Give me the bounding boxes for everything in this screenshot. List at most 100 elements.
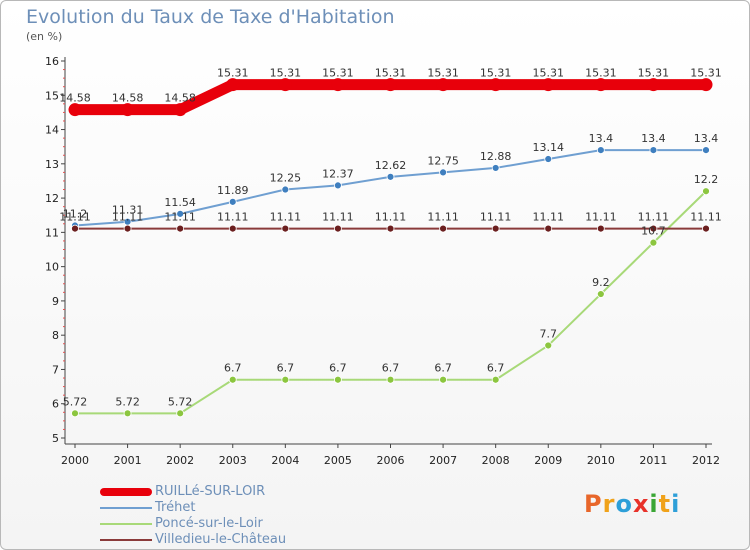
x-tick-label: 2008 — [482, 454, 510, 467]
series-0-point — [594, 78, 608, 92]
y-tick-label: 16 — [45, 55, 59, 68]
x-tick-label: 2012 — [692, 454, 720, 467]
series-2-point — [176, 409, 185, 418]
series-1-point — [702, 146, 710, 155]
series-2-point — [386, 375, 395, 384]
series-2-point — [439, 375, 447, 384]
series-2-data-label: 6.7 — [329, 362, 347, 375]
x-tick-label: 2011 — [639, 454, 667, 467]
series-1-point — [386, 172, 395, 181]
series-1-point — [649, 146, 658, 155]
x-tick-label: 2001 — [114, 454, 142, 467]
series-0-point — [278, 78, 292, 92]
series-1-data-label: 13.14 — [533, 141, 565, 154]
series-3-point — [71, 224, 79, 233]
series-2-data-label: 7.7 — [540, 327, 558, 340]
series-0-data-label: 15.31 — [690, 67, 722, 80]
series-2-point — [71, 409, 79, 418]
series-3-point — [334, 224, 342, 233]
series-3-data-label: 11.11 — [690, 211, 722, 224]
series-3-point — [544, 224, 553, 233]
series-3-data-label: 11.11 — [638, 211, 670, 224]
series-2-data-label: 6.7 — [487, 362, 505, 375]
series-2-data-label: 5.72 — [115, 395, 140, 408]
series-3-point — [596, 224, 605, 233]
series-1-data-label: 12.88 — [480, 150, 512, 163]
series-3-data-label: 11.11 — [322, 211, 354, 224]
series-1-data-label: 11.89 — [217, 184, 249, 197]
series-2-point — [228, 375, 237, 384]
series-0-data-label: 15.31 — [585, 67, 617, 80]
series-1-data-label: 13.4 — [694, 132, 719, 145]
series-2-data-label: 9.2 — [592, 276, 610, 289]
x-tick-label: 2004 — [271, 454, 299, 467]
series-1-point — [281, 185, 290, 194]
series-0-data-label: 15.31 — [638, 67, 670, 80]
series-0-point — [226, 78, 240, 92]
series-2-point — [544, 341, 553, 350]
logo-letter: x — [632, 490, 650, 518]
series-3-point — [228, 224, 237, 233]
x-tick-label: 2007 — [429, 454, 457, 467]
series-3-data-label: 11.11 — [375, 211, 407, 224]
series-1-data-label: 12.62 — [375, 159, 407, 172]
series-1-point — [544, 155, 553, 163]
series-1-data-label: 11.2 — [63, 208, 88, 221]
series-2-data-label: 12.2 — [694, 173, 719, 186]
x-tick-label: 2002 — [166, 454, 194, 467]
x-tick-label: 2005 — [324, 454, 352, 467]
series-3-data-label: 11.11 — [164, 211, 196, 224]
logo-letter: r — [602, 490, 616, 518]
series-1-data-label: 13.4 — [641, 132, 666, 145]
series-1-data-label: 12.37 — [322, 167, 354, 180]
logo-letter: i — [649, 490, 659, 518]
y-tick-label: 9 — [52, 295, 59, 308]
x-tick-label: 2006 — [377, 454, 405, 467]
logo-letter: i — [671, 490, 681, 518]
series-0-data-label: 14.58 — [164, 92, 196, 105]
series-0-data-label: 15.31 — [480, 67, 512, 80]
series-2-point — [702, 187, 710, 196]
series-0-point — [121, 103, 135, 117]
series-3-data-label: 11.11 — [585, 211, 617, 224]
y-tick-label: 6 — [52, 398, 59, 411]
series-2-data-label: 6.7 — [434, 362, 452, 375]
series-3-data-label: 11.11 — [427, 211, 459, 224]
chart-title: Evolution du Taux de Taxe d'Habitation — [26, 6, 395, 28]
y-tick-label: 15 — [45, 89, 59, 102]
legend-swatch — [100, 507, 152, 509]
series-2-point — [123, 409, 132, 418]
series-3-data-label: 11.11 — [533, 211, 565, 224]
y-tick-label: 11 — [45, 226, 59, 239]
series-1-data-label: 11.31 — [112, 204, 144, 217]
series-0-data-label: 15.31 — [427, 67, 459, 80]
logo-letter: t — [658, 490, 672, 518]
series-2-data-label: 6.7 — [277, 362, 295, 375]
series-3-point — [176, 224, 185, 233]
series-3-point — [649, 224, 658, 233]
legend-swatch — [100, 523, 152, 525]
legend-swatch — [100, 488, 152, 496]
series-0-point — [436, 78, 450, 92]
series-1-point — [228, 197, 237, 206]
series-2-data-label: 10.7 — [641, 225, 666, 238]
series-2-data-label: 5.72 — [63, 395, 88, 408]
series-0-data-label: 14.58 — [112, 92, 144, 105]
series-3-point — [702, 224, 710, 233]
series-2-point — [596, 290, 605, 298]
y-tick-label: 14 — [45, 124, 59, 137]
series-1-data-label: 12.75 — [427, 154, 459, 167]
series-0-data-label: 15.31 — [217, 67, 249, 80]
y-tick-label: 5 — [52, 432, 59, 445]
x-tick-label: 2003 — [219, 454, 247, 467]
series-2-data-label: 6.7 — [382, 362, 400, 375]
series-1-data-label: 11.54 — [164, 196, 196, 209]
series-3-point — [491, 224, 500, 233]
series-3-point — [281, 224, 290, 233]
series-0-point — [541, 78, 555, 92]
series-0-point — [699, 78, 713, 92]
series-0-point — [489, 78, 503, 92]
series-0-data-label: 15.31 — [270, 67, 302, 80]
legend-label: RUILLé-SUR-LOIR — [155, 484, 266, 499]
logo-letter: P — [584, 490, 603, 518]
